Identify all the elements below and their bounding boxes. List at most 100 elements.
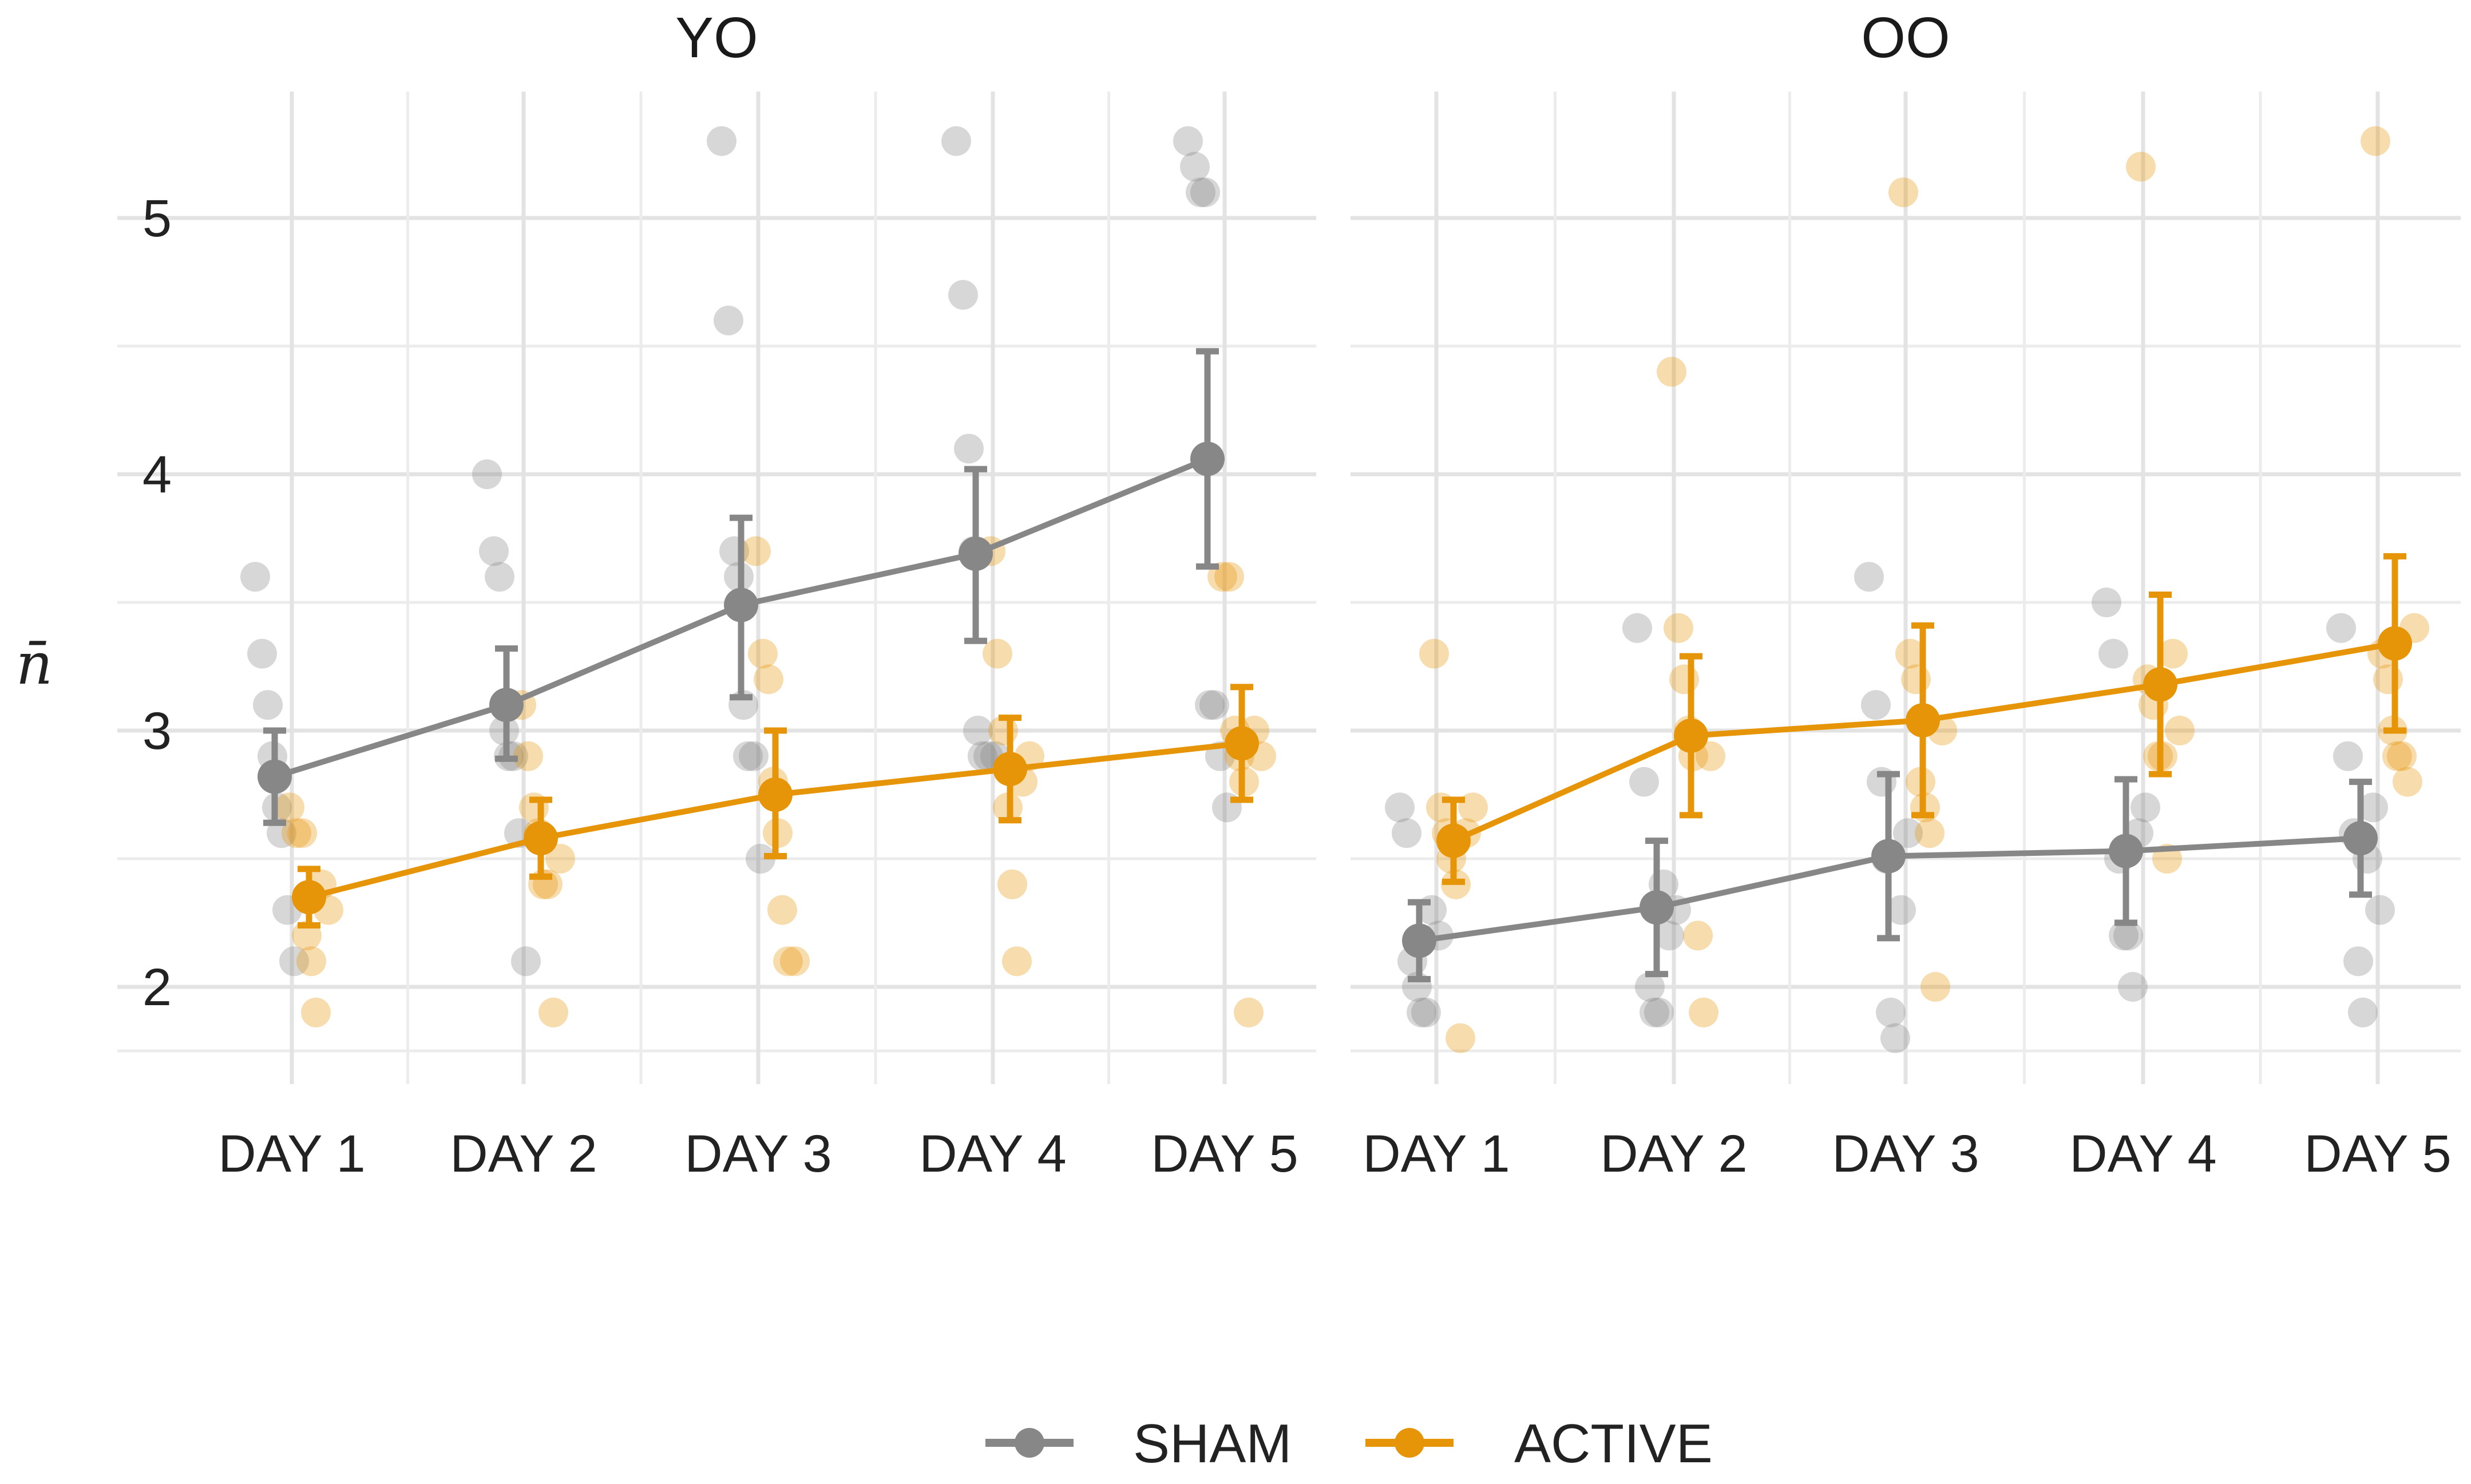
raw-point-sham xyxy=(1385,792,1415,823)
raw-point-active xyxy=(1888,177,1918,208)
raw-point-active xyxy=(767,895,797,925)
raw-point-sham xyxy=(1407,997,1436,1027)
mean-point-sham xyxy=(2343,821,2378,856)
x-tick-label: DAY 5 xyxy=(2304,1125,2451,1183)
panel-title-oo: OO xyxy=(1861,6,1950,70)
raw-point-sham xyxy=(948,280,978,310)
raw-point-active xyxy=(1664,613,1693,643)
raw-point-active xyxy=(2361,126,2390,156)
raw-point-sham xyxy=(707,126,736,156)
raw-point-active xyxy=(1419,638,1449,669)
mean-lines xyxy=(274,456,2395,944)
x-tick-label: DAY 3 xyxy=(1832,1125,1979,1183)
raw-point-active xyxy=(983,638,1012,669)
raw-point-sham xyxy=(714,305,743,336)
mean-point-active xyxy=(1674,718,1708,753)
raw-point-sham xyxy=(511,946,541,977)
raw-point-active xyxy=(748,638,778,669)
raw-point-active xyxy=(1669,664,1699,695)
raw-point-sham xyxy=(1893,818,1923,848)
raw-point-sham xyxy=(1190,177,1220,208)
raw-point-active xyxy=(2373,664,2403,695)
y-tick-label: 2 xyxy=(142,958,172,1017)
raw-point-sham xyxy=(1180,152,1210,182)
raw-point-sham xyxy=(1886,895,1916,925)
raw-point-active xyxy=(2387,741,2417,771)
raw-point-active xyxy=(1696,741,1725,771)
raw-point-sham xyxy=(1880,1023,1910,1053)
legend-key-dot-sham xyxy=(1015,1428,1044,1458)
raw-point-sham xyxy=(240,562,270,592)
raw-point-sham xyxy=(954,434,984,464)
legend-key-dot-active xyxy=(1395,1428,1424,1458)
raw-point-active xyxy=(2393,767,2422,797)
raw-point-sham xyxy=(279,946,309,977)
raw-point-sham xyxy=(2365,895,2395,925)
raw-point-sham xyxy=(2118,972,2148,1002)
raw-point-active xyxy=(1458,792,1488,823)
raw-point-sham xyxy=(1199,690,1229,720)
mean-point-active xyxy=(758,777,793,812)
mean-point-sham xyxy=(1402,923,1436,958)
x-tick-label: DAY 5 xyxy=(1151,1125,1298,1183)
raw-point-sham xyxy=(941,126,971,156)
raw-point-active xyxy=(1901,664,1931,695)
raw-point-sham xyxy=(1640,997,1669,1027)
raw-point-active xyxy=(296,946,326,977)
grid xyxy=(117,92,2461,1084)
raw-point-active xyxy=(1002,946,1032,977)
raw-point-sham xyxy=(1629,767,1659,797)
raw-point-active xyxy=(2165,716,2195,745)
y-tick-label: 4 xyxy=(142,446,172,504)
raw-point-active xyxy=(287,818,317,848)
x-tick-label: DAY 2 xyxy=(450,1125,597,1183)
x-tick-label: DAY 4 xyxy=(919,1125,1066,1183)
mean-point-sham xyxy=(1871,839,1906,874)
raw-point-sham xyxy=(1173,126,1203,156)
x-tick-label: DAY 3 xyxy=(684,1125,831,1183)
raw-point-active xyxy=(2126,152,2156,182)
raw-point-active xyxy=(773,946,803,977)
raw-point-active xyxy=(301,997,331,1027)
x-tick-label: DAY 4 xyxy=(2069,1125,2216,1183)
raw-point-active xyxy=(1895,638,1925,669)
mean-point-sham xyxy=(2109,834,2143,868)
mean-point-active xyxy=(1436,823,1471,858)
raw-point-active xyxy=(282,818,311,848)
axis-text: 2 3 4 5 n̄ YO DAY 1 DAY 2 DAY 3 DAY 4 DAY 5 OO DAY 1… xyxy=(16,6,2452,1183)
raw-point-sham xyxy=(479,536,509,566)
raw-point-sham xyxy=(1411,997,1441,1027)
raw-point-sham xyxy=(2098,638,2128,669)
raw-point-sham xyxy=(253,690,283,720)
mean-point-active xyxy=(1906,703,1940,738)
raw-point-sham xyxy=(2092,588,2121,617)
raw-point-active xyxy=(1446,1023,1475,1053)
raw-point-active xyxy=(780,946,810,977)
raw-point-active xyxy=(741,536,771,566)
raw-point-sham xyxy=(1854,562,1884,592)
raw-point-sham xyxy=(2109,920,2139,951)
legend-label-active: ACTIVE xyxy=(1514,1413,1713,1474)
raw-point-sham xyxy=(733,741,763,771)
raw-point-active xyxy=(1920,972,1950,1002)
raw-point-sham xyxy=(485,562,514,592)
mean-point-active xyxy=(2143,667,2177,702)
raw-point-active xyxy=(275,792,304,823)
raw-point-sham xyxy=(1876,997,1906,1027)
mean-point-active xyxy=(1225,726,1259,761)
raw-point-sham xyxy=(2326,613,2356,643)
raw-point-sham xyxy=(1861,690,1891,720)
raw-point-active xyxy=(1915,818,1945,848)
raw-point-sham xyxy=(1644,997,1674,1027)
y-axis-label: n̄ xyxy=(16,630,53,697)
raw-point-sham xyxy=(1392,818,1421,848)
raw-point-sham xyxy=(247,638,277,669)
raw-point-sham xyxy=(739,741,769,771)
x-tick-label: DAY 1 xyxy=(218,1125,365,1183)
raw-point-sham xyxy=(1654,920,1684,951)
mean-point-sham xyxy=(258,759,292,794)
raw-point-sham xyxy=(1635,972,1665,1002)
raw-point-active xyxy=(545,844,575,874)
y-tick-label: 3 xyxy=(142,702,172,760)
